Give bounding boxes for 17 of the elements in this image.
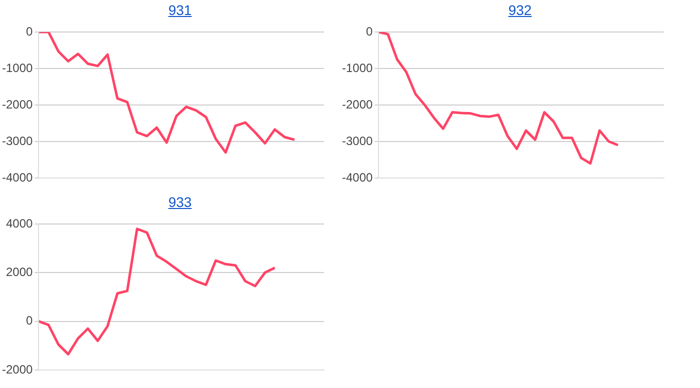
y-tick-label: 0: [26, 314, 34, 328]
y-tick-label: -1000: [2, 60, 34, 75]
chart-title: 933: [168, 194, 192, 210]
chart-title: 931: [168, 2, 192, 18]
y-tick-label: -2000: [2, 97, 34, 112]
chart-title: 932: [508, 2, 532, 18]
y-tick-label: -4000: [2, 170, 34, 184]
y-tick-label: -2000: [2, 362, 34, 376]
y-tick-label: -2000: [342, 97, 374, 112]
y-tick-label: 4000: [6, 216, 34, 230]
y-tick-label: -1000: [342, 60, 374, 75]
y-tick-label: 0: [26, 24, 34, 38]
y-tick-label: -3000: [342, 134, 374, 148]
y-tick-label: 0: [366, 24, 374, 38]
y-tick-label: -4000: [342, 170, 374, 184]
y-tick-label: -3000: [2, 134, 34, 148]
y-tick-label: 2000: [6, 264, 34, 279]
